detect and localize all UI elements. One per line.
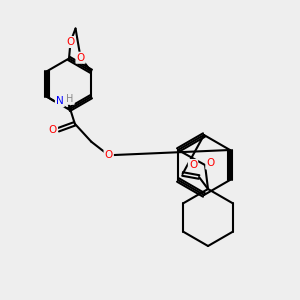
Text: O: O [206,158,214,169]
Text: O: O [105,150,113,160]
Text: H: H [66,94,74,104]
Text: O: O [49,125,57,135]
Text: O: O [189,160,197,170]
Text: N: N [56,96,64,106]
Text: O: O [76,53,85,63]
Text: O: O [66,37,75,47]
